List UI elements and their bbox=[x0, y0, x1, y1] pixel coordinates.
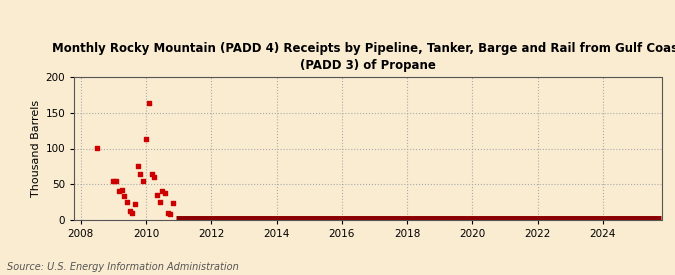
Point bbox=[113, 189, 124, 194]
Point bbox=[122, 200, 132, 204]
Point bbox=[92, 145, 103, 150]
Point bbox=[159, 191, 170, 195]
Point bbox=[157, 189, 168, 194]
Point bbox=[155, 200, 165, 204]
Point bbox=[124, 208, 135, 213]
Point bbox=[143, 101, 154, 106]
Point bbox=[167, 201, 178, 205]
Point bbox=[146, 171, 157, 176]
Point bbox=[138, 178, 148, 183]
Point bbox=[151, 193, 162, 197]
Point bbox=[135, 171, 146, 176]
Point bbox=[116, 188, 127, 192]
Point bbox=[140, 137, 151, 141]
Y-axis label: Thousand Barrels: Thousand Barrels bbox=[31, 100, 41, 197]
Title: Monthly Rocky Mountain (PADD 4) Receipts by Pipeline, Tanker, Barge and Rail fro: Monthly Rocky Mountain (PADD 4) Receipts… bbox=[52, 42, 675, 72]
Point bbox=[165, 211, 176, 216]
Point bbox=[132, 164, 143, 169]
Point bbox=[163, 211, 173, 215]
Point bbox=[119, 194, 130, 199]
Text: Source: U.S. Energy Information Administration: Source: U.S. Energy Information Administ… bbox=[7, 262, 238, 272]
Point bbox=[148, 175, 159, 179]
Point bbox=[130, 202, 140, 207]
Point bbox=[127, 211, 138, 215]
Point bbox=[108, 178, 119, 183]
Point bbox=[111, 179, 122, 184]
